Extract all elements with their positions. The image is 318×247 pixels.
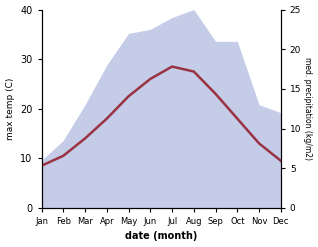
X-axis label: date (month): date (month) bbox=[125, 231, 197, 242]
Y-axis label: max temp (C): max temp (C) bbox=[5, 78, 15, 140]
Y-axis label: med. precipitation (kg/m2): med. precipitation (kg/m2) bbox=[303, 57, 313, 160]
